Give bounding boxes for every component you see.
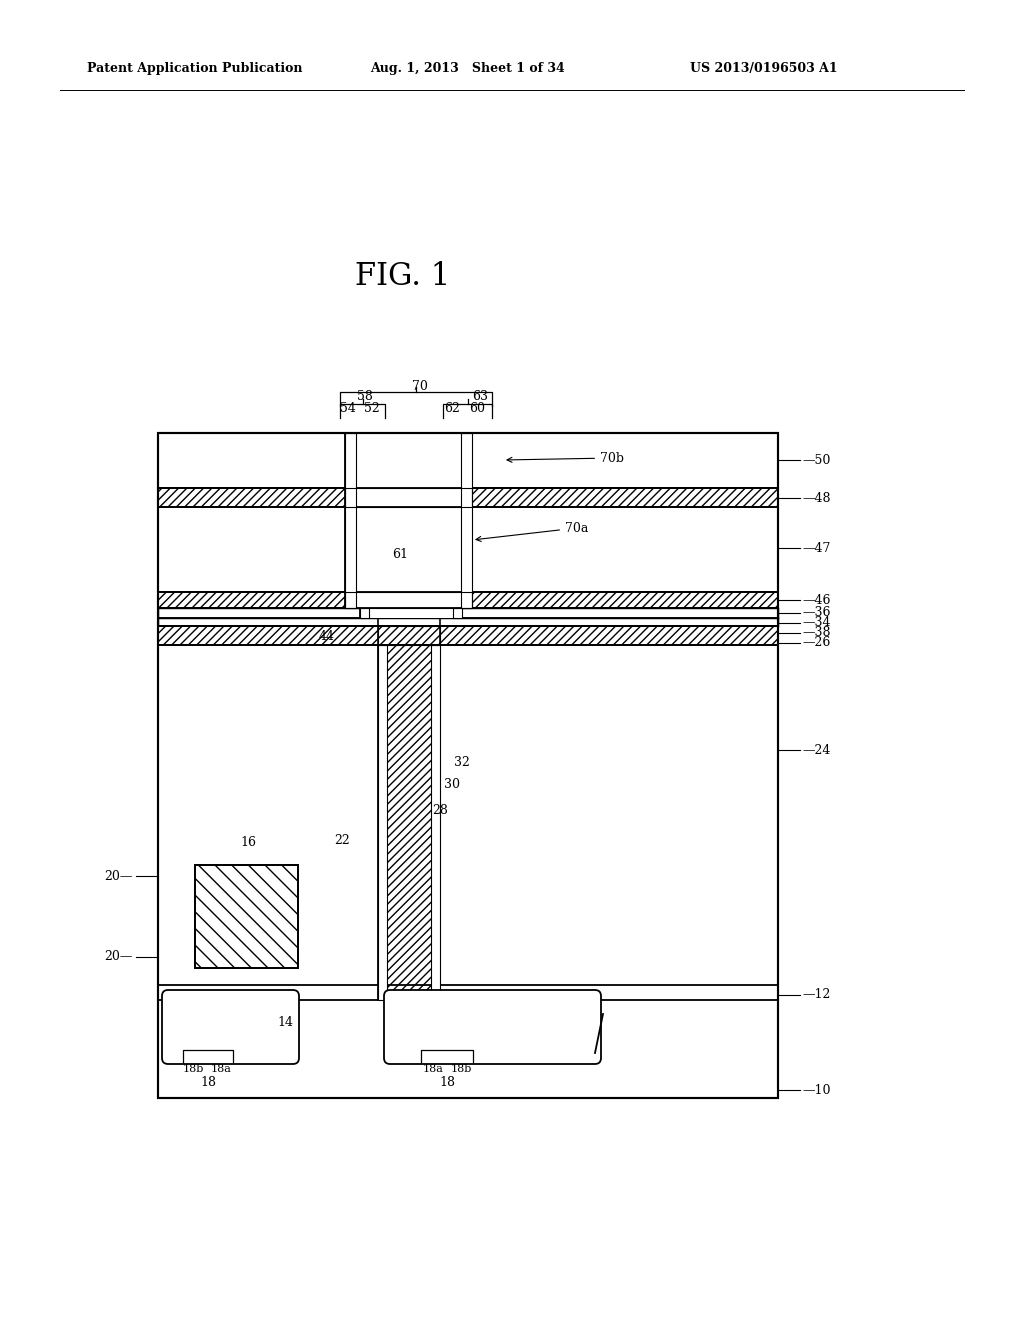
Text: —10: —10 bbox=[802, 1084, 830, 1097]
Text: 20—: 20— bbox=[104, 870, 133, 883]
Text: 14: 14 bbox=[278, 1015, 293, 1028]
Text: 60: 60 bbox=[469, 401, 485, 414]
Bar bbox=[158, 645, 778, 985]
Bar bbox=[345, 433, 356, 609]
Bar bbox=[431, 645, 440, 1001]
Bar bbox=[158, 433, 778, 1098]
Bar bbox=[360, 609, 462, 618]
FancyBboxPatch shape bbox=[384, 990, 601, 1064]
Bar bbox=[158, 507, 778, 591]
Text: 18: 18 bbox=[439, 1077, 455, 1089]
Text: 18b: 18b bbox=[182, 1064, 204, 1074]
Bar bbox=[369, 609, 453, 618]
Text: —46: —46 bbox=[802, 594, 830, 606]
Text: 18a: 18a bbox=[423, 1064, 443, 1074]
Text: 30: 30 bbox=[444, 779, 460, 792]
Text: Aug. 1, 2013   Sheet 1 of 34: Aug. 1, 2013 Sheet 1 of 34 bbox=[370, 62, 565, 75]
Bar bbox=[345, 591, 472, 609]
Polygon shape bbox=[390, 997, 600, 1059]
Text: 70b: 70b bbox=[507, 451, 624, 465]
Bar bbox=[345, 488, 472, 507]
Bar bbox=[158, 433, 778, 1098]
Text: —24: —24 bbox=[802, 743, 830, 756]
Text: 32: 32 bbox=[454, 755, 470, 768]
Bar bbox=[453, 609, 462, 618]
Bar bbox=[158, 626, 778, 645]
Text: FIG. 1: FIG. 1 bbox=[355, 261, 451, 292]
Text: —12: —12 bbox=[802, 989, 830, 1002]
Bar bbox=[158, 433, 778, 1098]
Text: 18b: 18b bbox=[451, 1064, 472, 1074]
Text: 16: 16 bbox=[240, 837, 256, 850]
Text: —34: —34 bbox=[802, 616, 830, 630]
FancyBboxPatch shape bbox=[162, 990, 299, 1064]
Text: 18a: 18a bbox=[211, 1064, 231, 1074]
Bar bbox=[378, 626, 440, 645]
Text: 52: 52 bbox=[365, 401, 380, 414]
Bar bbox=[158, 488, 778, 507]
Text: —50: —50 bbox=[802, 454, 830, 466]
Text: 28: 28 bbox=[432, 804, 447, 817]
Text: 18: 18 bbox=[200, 1077, 216, 1089]
Bar bbox=[158, 985, 778, 1098]
Bar bbox=[378, 645, 440, 1001]
Text: US 2013/0196503 A1: US 2013/0196503 A1 bbox=[690, 62, 838, 75]
Text: 44: 44 bbox=[319, 631, 335, 644]
Text: 70: 70 bbox=[412, 380, 428, 392]
Bar bbox=[345, 433, 472, 609]
Text: 70a: 70a bbox=[476, 521, 589, 541]
Text: 22: 22 bbox=[334, 833, 350, 846]
Bar bbox=[195, 865, 298, 968]
Text: —26: —26 bbox=[802, 636, 830, 649]
Bar bbox=[360, 609, 369, 618]
Text: 20—: 20— bbox=[104, 950, 133, 964]
Bar bbox=[158, 591, 778, 609]
Text: —47: —47 bbox=[802, 541, 830, 554]
Text: 54: 54 bbox=[340, 401, 356, 414]
Text: —38: —38 bbox=[802, 627, 830, 639]
Text: 58: 58 bbox=[357, 389, 373, 403]
Text: 63: 63 bbox=[472, 389, 488, 403]
Bar bbox=[356, 433, 461, 609]
Text: 61: 61 bbox=[392, 549, 408, 561]
Bar bbox=[195, 865, 298, 968]
Bar bbox=[158, 618, 778, 626]
Bar bbox=[378, 645, 387, 1001]
Text: —36: —36 bbox=[802, 606, 830, 619]
Bar bbox=[158, 609, 778, 618]
Text: 62: 62 bbox=[444, 401, 460, 414]
Text: Patent Application Publication: Patent Application Publication bbox=[87, 62, 302, 75]
Text: —48: —48 bbox=[802, 491, 830, 504]
Bar bbox=[461, 433, 472, 609]
